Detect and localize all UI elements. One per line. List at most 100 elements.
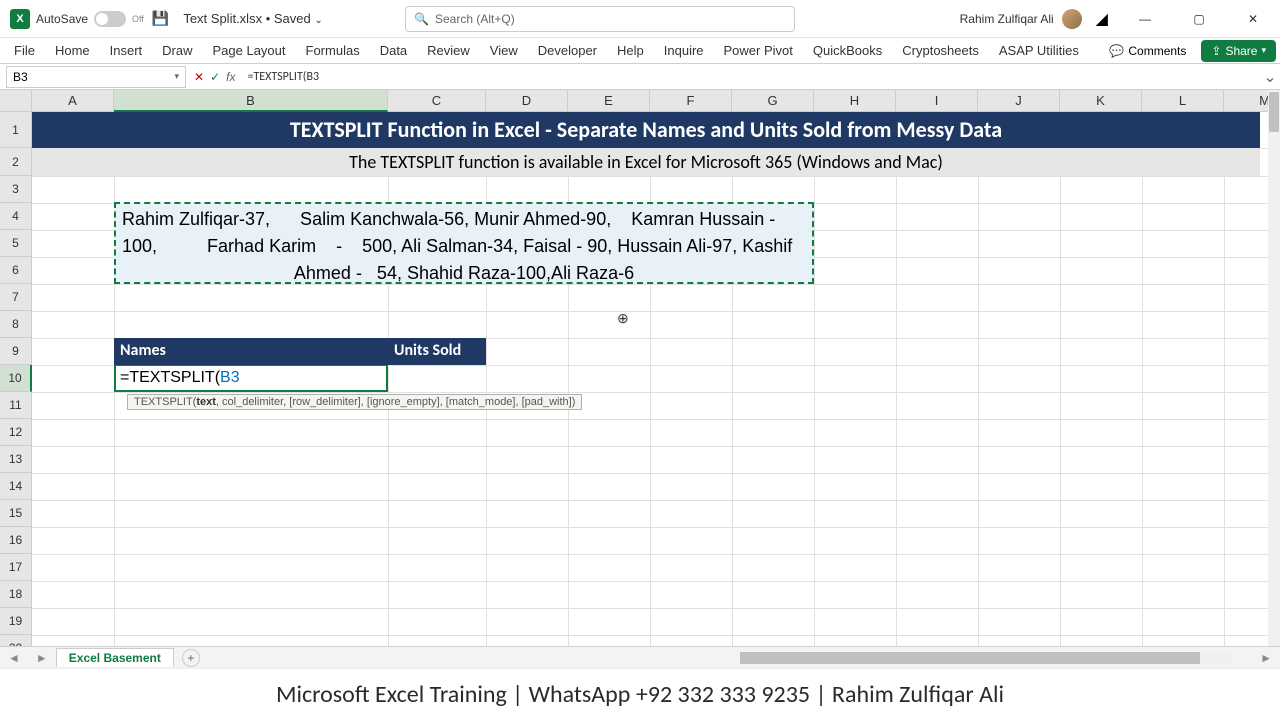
col-header-F[interactable]: F: [650, 90, 732, 112]
ribbon-tabs: File Home Insert Draw Page Layout Formul…: [0, 38, 1280, 64]
row-header-17[interactable]: 17: [0, 554, 32, 581]
formula-input[interactable]: =TEXTSPLIT(B3: [243, 70, 1260, 84]
page-title: TEXTSPLIT Function in Excel - Separate N…: [32, 112, 1260, 148]
tab-developer[interactable]: Developer: [528, 39, 607, 62]
search-placeholder: Search (Alt+Q): [435, 12, 515, 26]
row-header-12[interactable]: 12: [0, 419, 32, 446]
sheet-nav-prev-icon[interactable]: ◄: [0, 651, 28, 665]
add-sheet-button[interactable]: +: [182, 649, 200, 667]
tab-formulas[interactable]: Formulas: [296, 39, 370, 62]
vertical-scroll-thumb[interactable]: [1269, 92, 1279, 132]
col-header-C[interactable]: C: [388, 90, 486, 112]
tab-cryptosheets[interactable]: Cryptosheets: [892, 39, 989, 62]
user-area: Rahim Zulfiqar Ali ◢ — ▢ ✕: [960, 0, 1276, 38]
excel-icon: X: [10, 9, 30, 29]
row-header-1[interactable]: 1: [0, 112, 32, 148]
tab-power-pivot[interactable]: Power Pivot: [714, 39, 803, 62]
autosave-toggle[interactable]: [94, 11, 126, 27]
col-header-E[interactable]: E: [568, 90, 650, 112]
file-name[interactable]: Text Split.xlsx • Saved ⌄: [183, 11, 322, 26]
vertical-scrollbar[interactable]: [1268, 90, 1280, 646]
row-header-7[interactable]: 7: [0, 284, 32, 311]
col-header-B[interactable]: B: [114, 90, 388, 112]
row-header-4[interactable]: 4: [0, 203, 32, 230]
tab-home[interactable]: Home: [45, 39, 100, 62]
data-line-3: Ahmed - 54, Shahid Raza-100,Ali Raza-6: [122, 260, 806, 287]
row-header-9[interactable]: 9: [0, 338, 32, 365]
row-header-13[interactable]: 13: [0, 446, 32, 473]
sheet-bar: ◄ ► Excel Basement + ►: [0, 646, 1280, 668]
autosave-toggle-group[interactable]: AutoSave Off: [36, 11, 144, 27]
tab-page-layout[interactable]: Page Layout: [203, 39, 296, 62]
row-header-2[interactable]: 2: [0, 148, 32, 176]
col-header-I[interactable]: I: [896, 90, 978, 112]
col-header-L[interactable]: L: [1142, 90, 1224, 112]
name-box[interactable]: B3 ▾: [6, 66, 186, 88]
tab-quickbooks[interactable]: QuickBooks: [803, 39, 892, 62]
horizontal-scrollbar[interactable]: [740, 652, 1232, 664]
cancel-icon[interactable]: ✕: [194, 70, 204, 84]
sheet-nav-next-icon[interactable]: ►: [28, 651, 56, 665]
scroll-right-icon[interactable]: ►: [1252, 651, 1280, 665]
row-header-16[interactable]: 16: [0, 527, 32, 554]
row-header-14[interactable]: 14: [0, 473, 32, 500]
row-header-19[interactable]: 19: [0, 608, 32, 635]
page-subtitle: The TEXTSPLIT function is available in E…: [32, 148, 1260, 176]
row-header-8[interactable]: 8: [0, 311, 32, 338]
formula-expand-icon[interactable]: ⌄: [1260, 67, 1280, 87]
tab-draw[interactable]: Draw: [152, 39, 202, 62]
close-button[interactable]: ✕: [1230, 0, 1276, 38]
names-header: Names: [114, 338, 388, 365]
row-header-5[interactable]: 5: [0, 230, 32, 257]
formula-bar: B3 ▾ ✕ ✓ fx =TEXTSPLIT(B3 ⌄: [0, 64, 1280, 90]
row-header-3[interactable]: 3: [0, 176, 32, 203]
comment-icon: 💬: [1109, 44, 1124, 58]
col-header-K[interactable]: K: [1060, 90, 1142, 112]
row-header-18[interactable]: 18: [0, 581, 32, 608]
tab-inquire[interactable]: Inquire: [654, 39, 714, 62]
tab-view[interactable]: View: [480, 39, 528, 62]
minimize-button[interactable]: —: [1122, 0, 1168, 38]
row-header-15[interactable]: 15: [0, 500, 32, 527]
maximize-button[interactable]: ▢: [1176, 0, 1222, 38]
horizontal-scroll-thumb[interactable]: [740, 652, 1200, 664]
share-icon: ⇪: [1211, 44, 1221, 58]
search-input[interactable]: 🔍 Search (Alt+Q): [405, 6, 795, 32]
row-header-6[interactable]: 6: [0, 257, 32, 284]
tab-review[interactable]: Review: [417, 39, 480, 62]
row-header-10[interactable]: 10: [0, 365, 32, 392]
tab-asap[interactable]: ASAP Utilities: [989, 39, 1089, 62]
sheet-tab[interactable]: Excel Basement: [56, 648, 174, 667]
enter-icon[interactable]: ✓: [210, 70, 220, 84]
row-header-11[interactable]: 11: [0, 392, 32, 419]
tab-help[interactable]: Help: [607, 39, 654, 62]
share-button[interactable]: ⇪ Share ▾: [1201, 40, 1276, 62]
cursor-crosshair-icon: ⊕: [617, 310, 629, 327]
cells[interactable]: TEXTSPLIT Function in Excel - Separate N…: [32, 112, 1268, 646]
user-name[interactable]: Rahim Zulfiqar Ali: [960, 12, 1054, 26]
units-header: Units Sold: [388, 338, 486, 365]
autosave-state: Off: [132, 14, 144, 24]
title-bar: X AutoSave Off 💾 Text Split.xlsx • Saved…: [0, 0, 1280, 38]
col-header-D[interactable]: D: [486, 90, 568, 112]
tab-data[interactable]: Data: [370, 39, 417, 62]
avatar[interactable]: [1062, 9, 1082, 29]
row-header-20[interactable]: 20: [0, 635, 32, 646]
col-header-H[interactable]: H: [814, 90, 896, 112]
fx-icon[interactable]: fx: [226, 70, 235, 84]
source-data-box: Rahim Zulfiqar-37, Salim Kanchwala-56, M…: [114, 202, 814, 284]
tab-insert[interactable]: Insert: [100, 39, 153, 62]
autosave-label: AutoSave: [36, 12, 88, 26]
ribbon-display-icon[interactable]: ◢: [1096, 9, 1108, 29]
tab-file[interactable]: File: [4, 39, 45, 62]
select-all-corner[interactable]: [0, 90, 32, 112]
table-header: Names Units Sold: [114, 338, 486, 365]
active-cell[interactable]: =TEXTSPLIT(B3: [114, 365, 388, 392]
col-header-G[interactable]: G: [732, 90, 814, 112]
save-icon[interactable]: 💾: [152, 10, 169, 27]
row-headers: 1234567891011121314151617181920: [0, 112, 32, 646]
col-header-J[interactable]: J: [978, 90, 1060, 112]
comments-button[interactable]: 💬 Comments: [1100, 40, 1195, 62]
formula-tooltip: TEXTSPLIT(text, col_delimiter, [row_deli…: [127, 394, 582, 410]
col-header-A[interactable]: A: [32, 90, 114, 112]
